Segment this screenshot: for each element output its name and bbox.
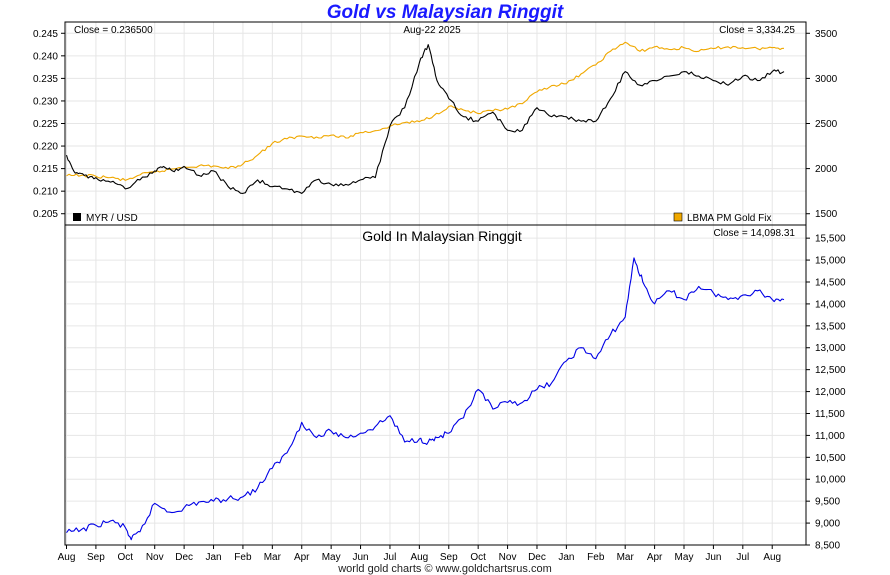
x-tick-label: Dec	[175, 552, 193, 563]
x-tick-label: Jun	[705, 552, 721, 563]
x-tick-label: Aug	[763, 552, 781, 563]
bottom-right-tick-label: 9,000	[815, 519, 840, 530]
x-tick-label: Oct	[470, 552, 486, 563]
x-tick-label: Nov	[146, 552, 164, 563]
bottom-right-tick-label: 9,500	[815, 497, 840, 508]
x-tick-label: Sep	[440, 552, 458, 563]
bottom-panel-frame	[64, 224, 807, 546]
top-right-tick-label: 2500	[815, 119, 838, 130]
top-panel-grid	[65, 22, 806, 225]
top-left-tick-label: 0.215	[33, 164, 58, 175]
x-tick-label: Apr	[294, 552, 310, 563]
top-left-tick-label: 0.245	[33, 29, 58, 40]
x-tick-label: Aug	[410, 552, 428, 563]
myr-close-readout: Close = 0.236500	[74, 25, 153, 36]
x-tick-label: Nov	[499, 552, 517, 563]
top-left-tick-label: 0.220	[33, 142, 58, 153]
x-tick-label: Aug	[58, 552, 76, 563]
top-right-tick-label: 2000	[815, 164, 838, 175]
gold-legend-label: LBMA PM Gold Fix	[687, 213, 771, 224]
gold-myr-close-readout: Close = 14,098.31	[714, 228, 796, 239]
bottom-right-tick-label: 14,500	[815, 277, 846, 288]
myr-legend-swatch	[73, 213, 81, 221]
bottom-right-tick-label: 10,000	[815, 475, 846, 486]
chart-title: Gold vs Malaysian Ringgit	[326, 2, 564, 23]
bottom-right-tick-label: 8,500	[815, 541, 840, 552]
top-left-tick-label: 0.230	[33, 96, 58, 107]
x-tick-label: Mar	[617, 552, 635, 563]
bottom-right-tick-label: 15,500	[815, 234, 846, 245]
bottom-right-tick-label: 10,500	[815, 453, 846, 464]
gold-legend-swatch	[673, 212, 683, 222]
top-left-tick-label: 0.235	[33, 74, 58, 85]
myr-legend-label: MYR / USD	[86, 213, 138, 224]
x-tick-label: Jan	[558, 552, 574, 563]
x-tick-label: Feb	[587, 552, 605, 563]
bottom-right-tick-label: 12,000	[815, 387, 846, 398]
bottom-right-tick-label: 11,500	[815, 409, 845, 420]
bottom-right-tick-label: 13,500	[815, 321, 846, 332]
bottom-right-tick-label: 15,000	[815, 256, 846, 267]
gold-myr-line	[66, 257, 785, 541]
top-right-tick-label: 3500	[815, 29, 838, 40]
bottom-right-tick-label: 12,500	[815, 365, 846, 376]
top-left-tick-label: 0.225	[33, 119, 58, 130]
top-left-tick-label: 0.210	[33, 187, 58, 198]
x-tick-label: May	[322, 552, 341, 563]
bottom-right-tick-label: 13,000	[815, 343, 846, 354]
x-tick-label: Jun	[352, 552, 368, 563]
x-tick-label: Feb	[234, 552, 252, 563]
myr-usd-line	[65, 44, 785, 194]
x-tick-label: Jul	[384, 552, 397, 563]
x-tick-label: Sep	[87, 552, 105, 563]
x-tick-label: Apr	[647, 552, 663, 563]
gold-close-readout: Close = 3,334.25	[719, 25, 795, 36]
x-tick-label: Oct	[118, 552, 134, 563]
date-label: Aug-22 2025	[403, 25, 461, 36]
x-tick-label: Jul	[736, 552, 749, 563]
x-tick-label: Mar	[264, 552, 282, 563]
x-tick-label: May	[675, 552, 694, 563]
gold-usd-line	[66, 41, 785, 181]
top-right-tick-label: 1500	[815, 209, 838, 220]
x-tick-label: Jan	[205, 552, 221, 563]
bottom-right-tick-label: 11,000	[815, 431, 845, 442]
bottom-panel-grid	[65, 225, 806, 546]
footer-credit: world gold charts © www.goldchartsrus.co…	[338, 563, 552, 575]
x-tick-label: Dec	[528, 552, 546, 563]
top-left-tick-label: 0.205	[33, 209, 58, 220]
bottom-panel-title: Gold In Malaysian Ringgit	[362, 228, 522, 244]
bottom-right-tick-label: 14,000	[815, 299, 846, 310]
top-left-tick-label: 0.240	[33, 51, 58, 62]
top-right-tick-label: 3000	[815, 74, 838, 85]
